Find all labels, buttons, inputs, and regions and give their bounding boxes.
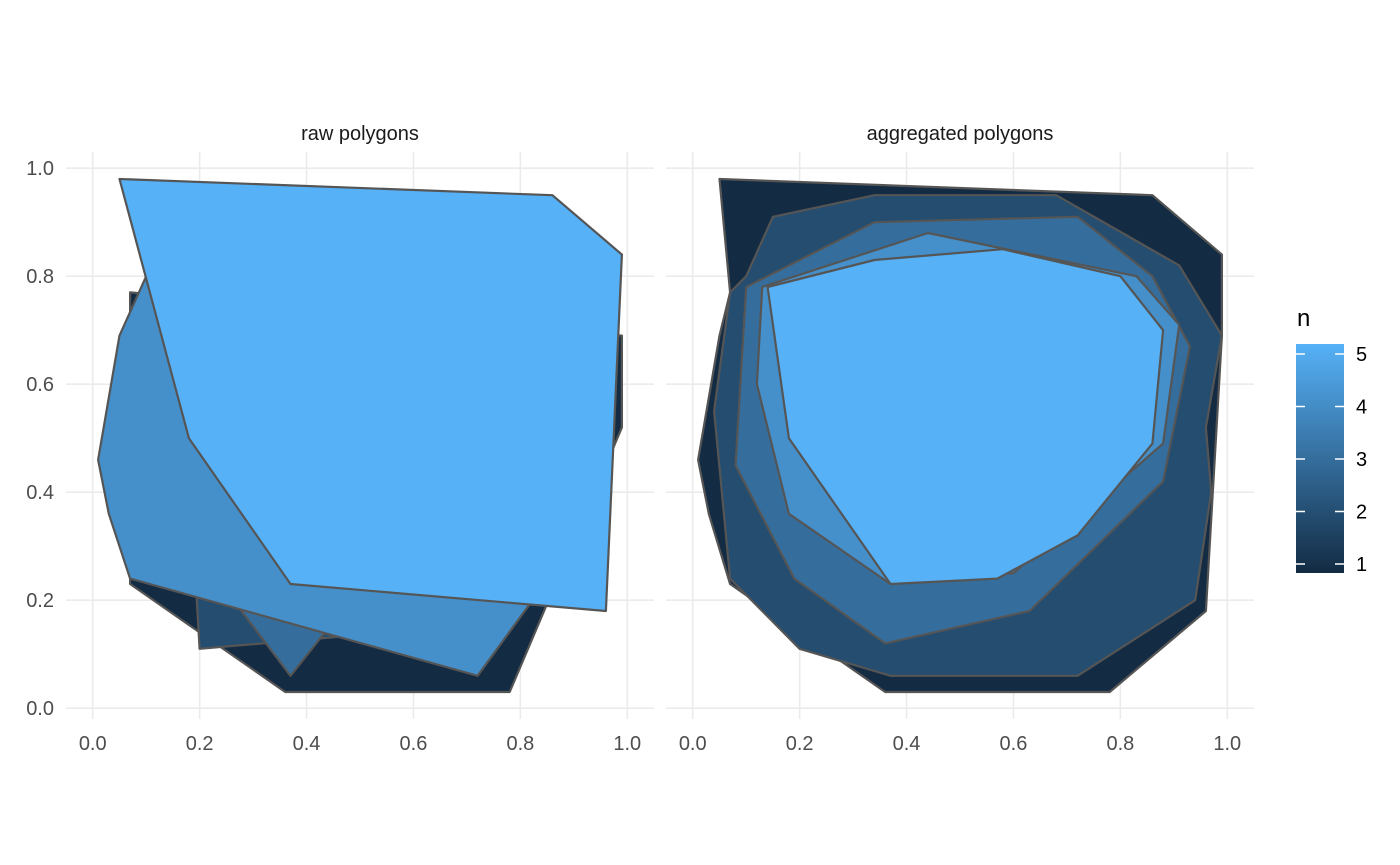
legend-tick-label: 3 <box>1356 449 1367 471</box>
legend-tick-label: 4 <box>1356 397 1367 419</box>
y-tick-label: 0.4 <box>26 482 54 504</box>
legend-tick-label: 1 <box>1356 554 1367 576</box>
facet-title: aggregated polygons <box>867 123 1054 145</box>
x-tick-label: 1.0 <box>1213 733 1241 755</box>
polygons <box>96 177 624 694</box>
x-tick-label: 0.6 <box>400 733 428 755</box>
fill-legend: n 1 2 3 4 5 <box>1296 305 1367 576</box>
x-tick-label: 0.2 <box>186 733 214 755</box>
x-tick-label: 0.2 <box>786 733 814 755</box>
y-tick-label: 0.2 <box>26 590 54 612</box>
x-tick-label: 0.4 <box>293 733 321 755</box>
facet-title: raw polygons <box>301 123 419 145</box>
polygon-n5 <box>118 177 624 613</box>
x-tick-label: 0.8 <box>1106 733 1134 755</box>
panel-1: raw polygons 0.0 0.2 0.4 0.6 0.8 1.0 0.0 0.2 0.4 0… <box>26 123 654 755</box>
y-tick-label: 0.0 <box>26 698 54 720</box>
y-tick-label: 0.6 <box>26 374 54 396</box>
legend-tick-label: 2 <box>1356 502 1367 524</box>
y-tick-label: 0.8 <box>26 266 54 288</box>
x-tick-label: 1.0 <box>613 733 641 755</box>
x-tick-label: 0.0 <box>79 733 107 755</box>
legend-title: n <box>1297 305 1310 332</box>
chart-panels: raw polygons 0.0 0.2 0.4 0.6 0.8 1.0 0.0 0.2 0.4 0… <box>26 123 1254 755</box>
x-tick-label: 0.8 <box>506 733 534 755</box>
polygon-n5 <box>766 248 1165 586</box>
y-tick-label: 1.0 <box>26 158 54 180</box>
panel-2: aggregated polygons 0.0 0.2 0.4 0.6 0.8 1.0 <box>666 123 1254 755</box>
legend-ticks: 1 2 3 4 5 <box>1296 344 1367 576</box>
x-tick-label: 0.6 <box>1000 733 1028 755</box>
legend-tick-label: 5 <box>1356 344 1367 366</box>
x-tick-label: 0.0 <box>679 733 707 755</box>
polygons <box>696 177 1224 694</box>
x-tick-label: 0.4 <box>893 733 921 755</box>
